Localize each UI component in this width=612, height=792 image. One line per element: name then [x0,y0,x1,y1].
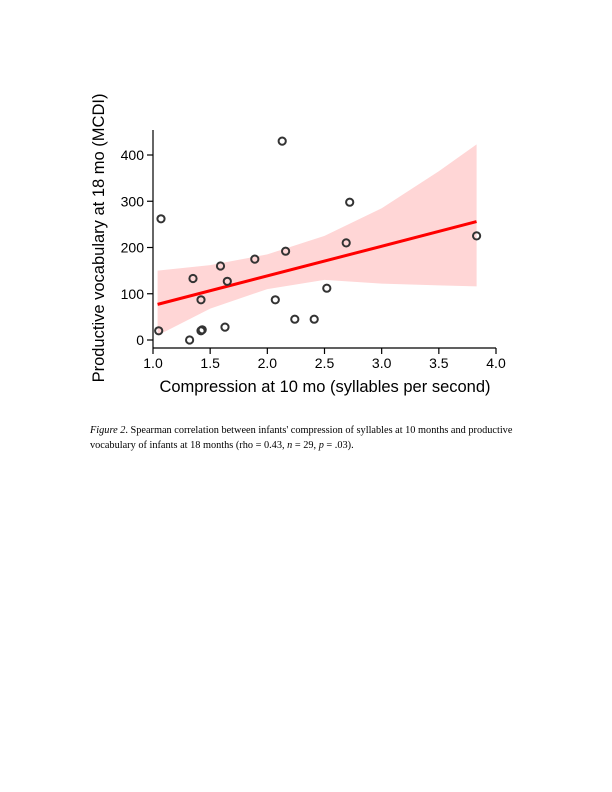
y-tick-label-0: 0 [136,332,144,348]
data-point-15 [309,314,319,324]
caption-text-1: . Spearman correlation between infants' … [90,425,513,451]
data-point-13 [281,246,291,256]
data-point-11 [270,295,280,305]
data-point-5 [197,325,207,335]
y-tick-label-1: 100 [121,286,145,302]
x-axis-label: Compression at 10 mo (syllables per seco… [159,378,490,396]
y-axis-label: Productive vocabulary at 18 mo (MCDI) [90,94,108,383]
data-point-0 [156,214,166,224]
data-point-6 [196,295,206,305]
data-point-12 [277,136,287,146]
y-tick-label-4: 400 [121,147,145,163]
x-tick-label-0: 1.0 [143,355,163,371]
x-tick-label-6: 4.0 [486,355,506,371]
caption-n-label: n [287,440,293,451]
x-tick-label-5: 3.5 [429,355,449,371]
y-tick-label-2: 200 [121,240,145,256]
caption-text-3: = .03). [323,440,354,451]
data-point-19 [472,231,482,241]
data-point-14 [290,314,300,324]
x-tick-label-4: 3.0 [372,355,392,371]
caption-text-2: = 29, [292,440,319,451]
data-point-8 [220,322,230,332]
confidence-band [157,144,477,336]
x-tick-label-1: 1.5 [200,355,220,371]
x-tick-label-3: 2.5 [315,355,335,371]
y-tick-label-3: 300 [121,193,145,209]
data-point-18 [345,197,355,207]
data-point-3 [188,273,198,284]
data-point-9 [222,276,232,286]
caption-p-label: p [318,440,324,451]
data-point-17 [341,238,351,248]
regression-line [157,220,477,306]
x-tick-label-2: 2.0 [258,355,278,371]
data-point-10 [250,254,260,264]
figure-label: Figure 2 [90,425,126,436]
data-point-16 [322,283,332,293]
data-point-1 [154,326,164,336]
figure-caption: Figure 2. Spearman correlation between i… [90,423,520,453]
scatter-plot: 1.0 1.5 2.0 2.5 3.0 3.5 4.0 0 100 200 300 400 Compre… [90,94,506,396]
figure: 1.0 1.5 2.0 2.5 3.0 3.5 4.0 0 100 200 300 400 Compre… [90,94,506,396]
data-point-7 [215,261,226,271]
data-point-2 [185,335,195,345]
